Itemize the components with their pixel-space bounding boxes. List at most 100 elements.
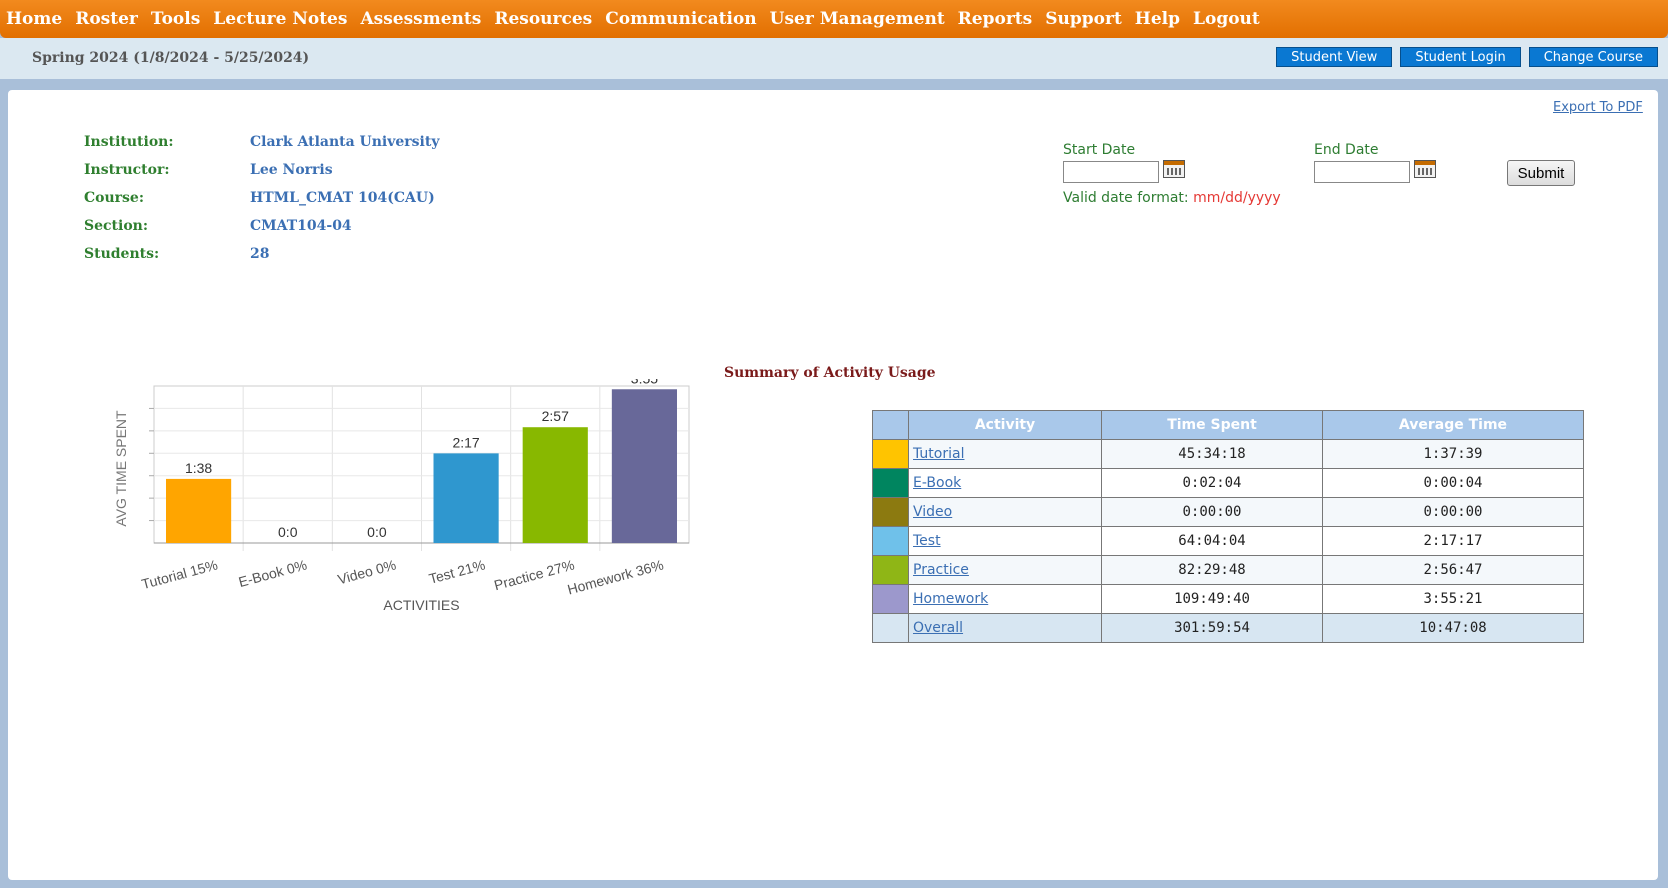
start-date-label: Start Date [1063,142,1136,158]
y-axis-title: AVG TIME SPENT [113,410,129,527]
nav-user-management[interactable]: User Management [769,9,945,29]
table-row: Tutorial 45:34:18 1:37:39 [872,439,1584,469]
nav-lecture-notes[interactable]: Lecture Notes [213,9,348,29]
overall-link[interactable]: Overall [913,620,964,636]
average-time-cell: 2:56:47 [1322,555,1584,585]
average-time-cell: 2:17:17 [1322,526,1584,556]
calendar-icon[interactable] [1163,160,1185,178]
nav-support[interactable]: Support [1045,9,1122,29]
time-spent-cell: 0:00:00 [1101,497,1323,527]
nav-communication[interactable]: Communication [605,9,757,29]
activity-cell: Practice [908,555,1102,585]
section-value: CMAT104-04 [250,218,352,234]
time-spent-cell: 82:29:48 [1101,555,1323,585]
activity-link[interactable]: Video [913,504,953,520]
students-value: 28 [250,246,270,262]
bar [522,427,588,543]
course-value: HTML_CMAT 104(CAU) [250,190,435,206]
color-swatch [872,584,909,614]
data-label: 2:17 [452,434,479,450]
data-label: 0:0 [278,524,298,540]
data-label: 0:0 [367,524,387,540]
end-date-group: End Date [1314,142,1436,183]
average-time-cell: 3:55:21 [1322,584,1584,614]
table-row: E-Book 0:02:04 0:00:04 [872,468,1584,498]
category-label: E-Book 0% [237,556,309,590]
end-date-label: End Date [1314,142,1379,158]
activity-link[interactable]: Practice [913,562,969,578]
average-time-header: Average Time [1322,410,1584,440]
data-label: 1:38 [185,460,212,476]
activity-cell: Video [908,497,1102,527]
category-label: Practice 27% [492,556,576,593]
course-label: Course: [84,190,144,206]
color-swatch [872,497,909,527]
table-header-row: Activity Time Spent Average Time [872,410,1584,440]
end-date-input[interactable] [1314,161,1410,183]
nav-home[interactable]: Home [6,9,63,29]
start-date-group: Start Date [1063,142,1185,183]
table-row: Video 0:00:00 0:00:00 [872,497,1584,527]
nav-roster[interactable]: Roster [75,9,138,29]
color-swatch [872,555,909,585]
student-login-button[interactable]: Student Login [1400,47,1521,67]
start-date-input[interactable] [1063,161,1159,183]
section-label: Section: [84,218,149,234]
activity-cell: Test [908,526,1102,556]
change-course-button[interactable]: Change Course [1528,47,1658,67]
calendar-icon[interactable] [1414,160,1436,178]
term-label: Spring 2024 (1/8/2024 - 5/25/2024) [32,50,310,66]
nav-resources[interactable]: Resources [494,9,593,29]
main-nav: Home Roster Tools Lecture Notes Assessme… [0,0,1668,38]
bar [433,453,499,543]
category-label: Homework 36% [566,556,666,597]
time-spent-cell: 45:34:18 [1101,439,1323,469]
bar [611,389,677,543]
activity-cell: Overall [908,613,1102,643]
nav-reports[interactable]: Reports [957,9,1033,29]
submit-button[interactable]: Submit [1507,160,1575,186]
date-format-hint: Valid date format: mm/dd/yyyy [1063,190,1281,206]
data-label: 3:55 [631,379,658,386]
category-label: Test 21% [427,556,487,586]
color-swatch [872,613,909,643]
time-spent-header: Time Spent [1101,410,1323,440]
course-bar: Spring 2024 (1/8/2024 - 5/25/2024) Stude… [0,38,1668,79]
swatch-header [872,410,909,440]
data-label: 2:57 [542,408,569,424]
activity-bar-chart: 1:38 Tutorial 15% 0:0 E-Book 0% 0:0 Video 0% 2… [113,379,690,613]
average-time-cell: 0:00:04 [1322,468,1584,498]
x-axis-title: ACTIVITIES [383,597,459,613]
activity-link[interactable]: Test [913,533,941,549]
overall-row: Overall 301:59:54 10:47:08 [872,613,1584,643]
bar [166,478,232,543]
time-spent-cell: 64:04:04 [1101,526,1323,556]
students-label: Students: [84,246,160,262]
nav-tools[interactable]: Tools [150,9,201,29]
instructor-value: Lee Norris [250,162,333,178]
category-label: Tutorial 15% [140,556,220,592]
report-panel: Export To PDF Institution: Clark Atlanta … [8,90,1658,880]
color-swatch [872,439,909,469]
course-info: Institution: Clark Atlanta University Ins… [84,128,439,268]
export-pdf-link[interactable]: Export To PDF [1553,100,1643,115]
nav-assessments[interactable]: Assessments [360,9,482,29]
summary-title: Summary of Activity Usage [724,365,936,381]
activity-cell: E-Book [908,468,1102,498]
activity-link[interactable]: Tutorial [913,446,965,462]
nav-logout[interactable]: Logout [1193,9,1260,29]
activity-header: Activity [908,410,1102,440]
average-time-cell: 0:00:00 [1322,497,1584,527]
activity-link[interactable]: E-Book [913,475,962,491]
institution-value: Clark Atlanta University [250,134,440,150]
total-time-cell: 301:59:54 [1101,613,1323,643]
activity-table: Activity Time Spent Average Time Tutoria… [872,410,1584,643]
color-swatch [872,526,909,556]
average-time-cell: 1:37:39 [1322,439,1584,469]
nav-help[interactable]: Help [1134,9,1181,29]
table-row: Practice 82:29:48 2:56:47 [872,555,1584,585]
time-spent-cell: 109:49:40 [1101,584,1323,614]
valid-format-value: mm/dd/yyyy [1193,190,1281,206]
student-view-button[interactable]: Student View [1276,47,1393,67]
activity-link[interactable]: Homework [913,591,989,607]
